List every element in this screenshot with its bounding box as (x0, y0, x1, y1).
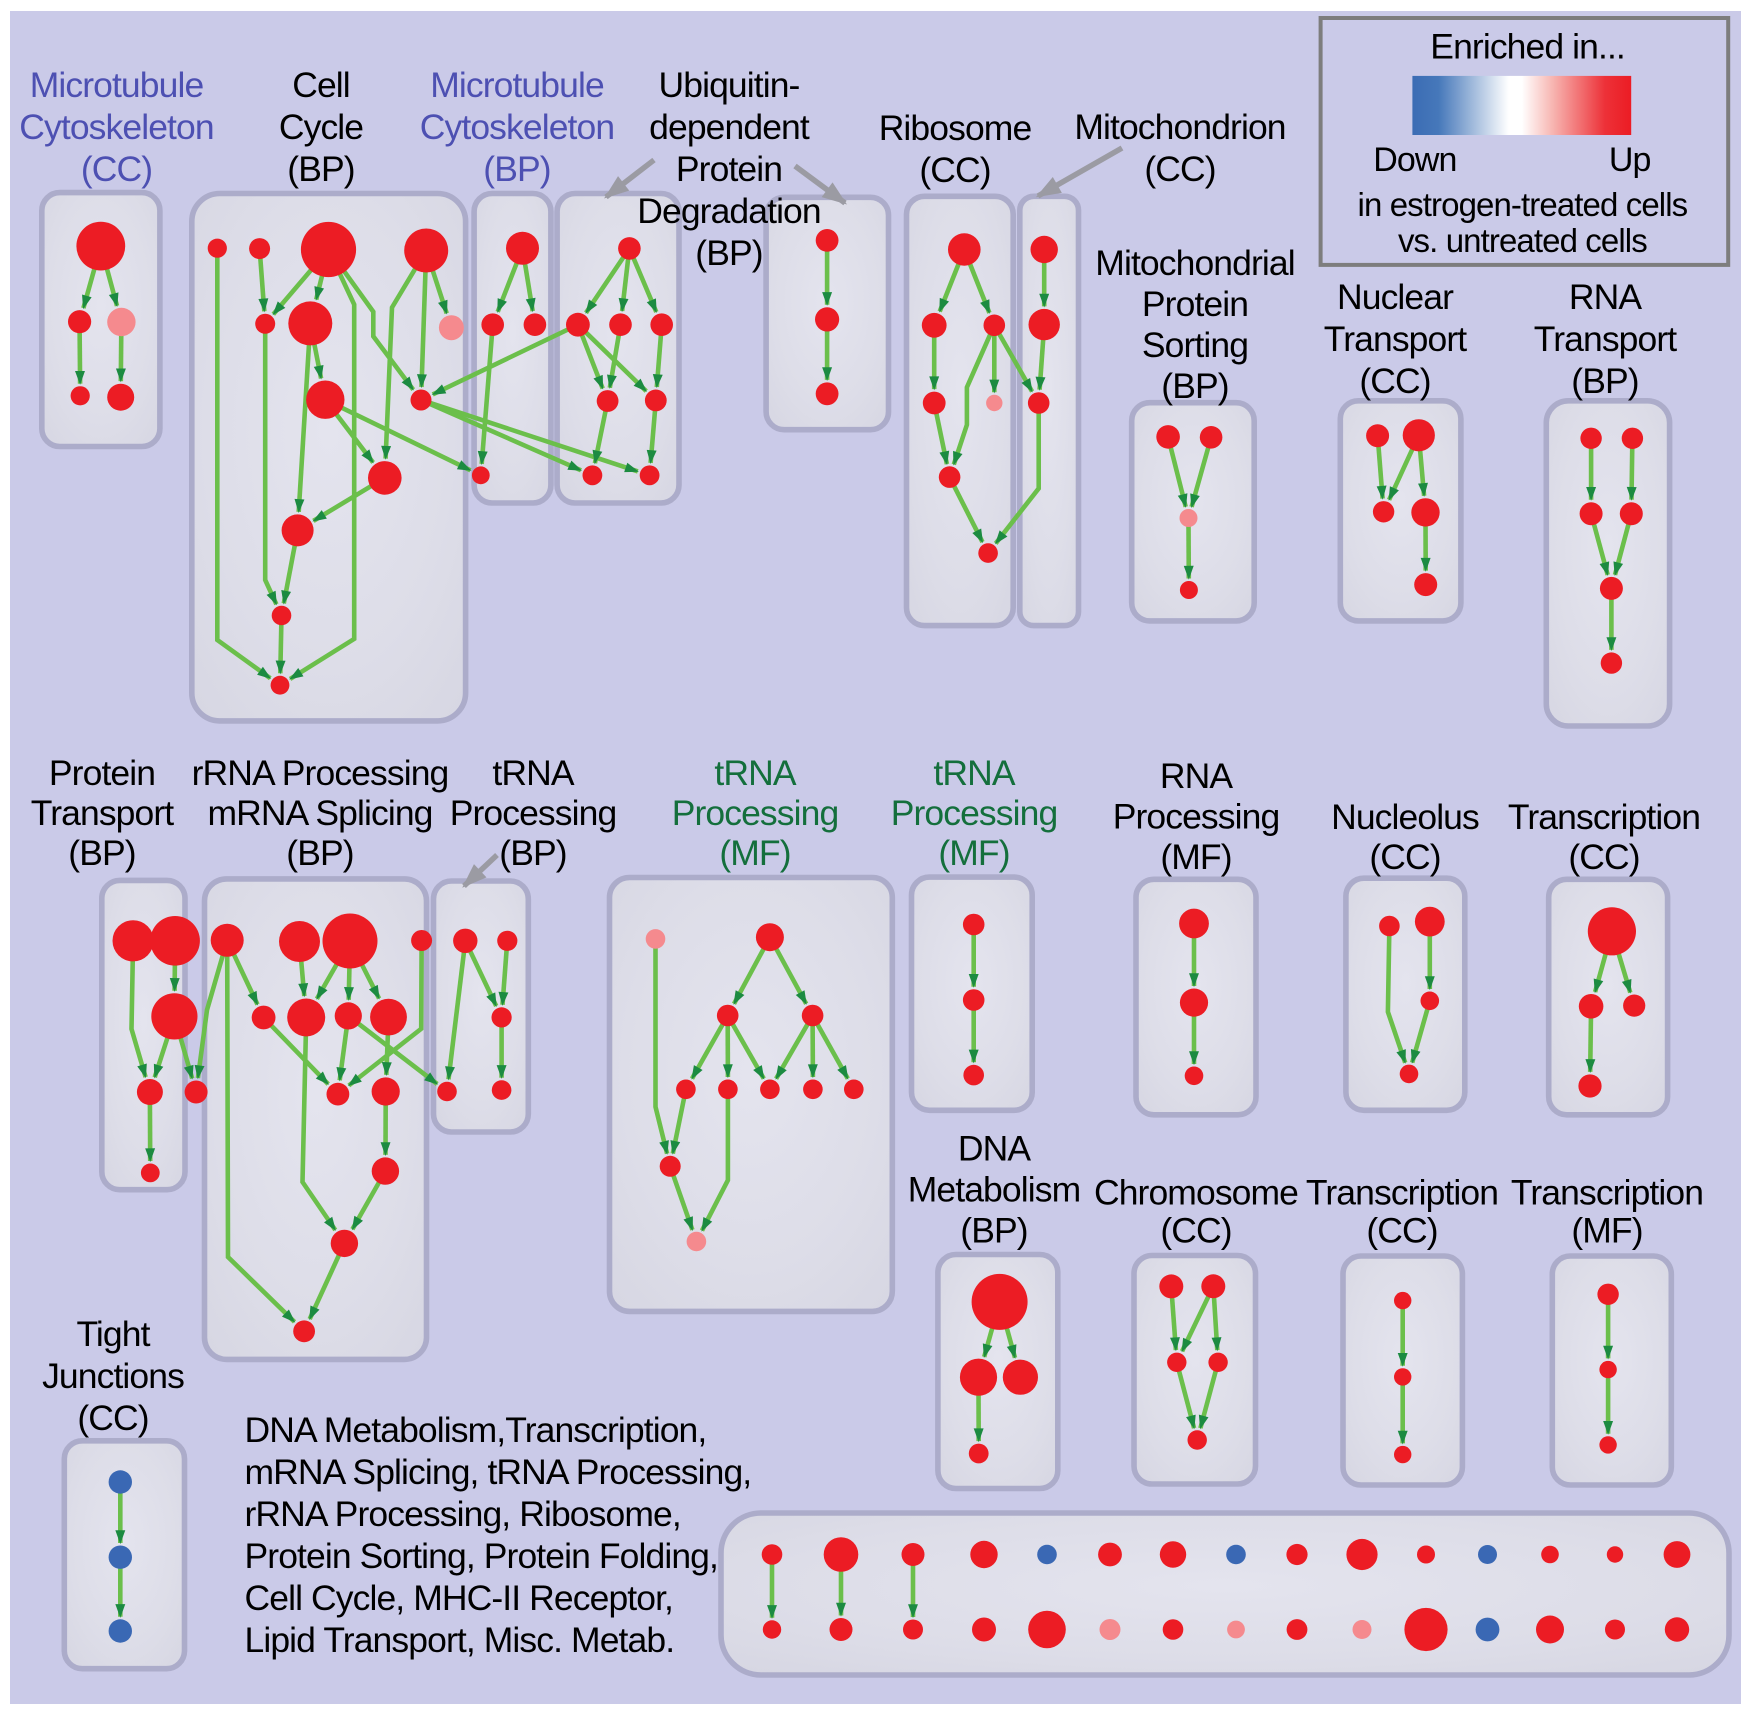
svg-text:Sorting: Sorting (1142, 325, 1248, 365)
svg-text:(CC): (CC) (1160, 1210, 1231, 1250)
svg-text:(BP): (BP) (68, 833, 135, 873)
svg-text:Processing: Processing (450, 793, 617, 833)
svg-text:Cell Cycle, MHC-II Receptor,: Cell Cycle, MHC-II Receptor, (245, 1578, 674, 1618)
svg-text:Nucleolus: Nucleolus (1331, 797, 1479, 837)
svg-text:(BP): (BP) (960, 1211, 1027, 1251)
svg-text:Processing: Processing (891, 793, 1058, 833)
svg-text:Degradation: Degradation (637, 191, 821, 231)
svg-text:(BP): (BP) (286, 833, 353, 873)
svg-text:RNA: RNA (1160, 756, 1233, 796)
svg-text:tRNA: tRNA (492, 753, 574, 793)
svg-text:(MF): (MF) (938, 833, 1009, 873)
svg-text:Cytoskeleton: Cytoskeleton (19, 107, 213, 147)
svg-text:Processing: Processing (672, 793, 839, 833)
svg-text:Cytoskeleton: Cytoskeleton (420, 107, 614, 147)
svg-text:DNA: DNA (958, 1129, 1031, 1169)
svg-text:(BP): (BP) (483, 149, 550, 189)
svg-text:Ribosome: Ribosome (879, 108, 1032, 148)
svg-text:(BP): (BP) (695, 233, 762, 273)
svg-text:(CC): (CC) (1369, 837, 1440, 877)
svg-text:RNA: RNA (1569, 277, 1642, 317)
svg-text:Down: Down (1373, 141, 1456, 179)
svg-text:mRNA Splicing: mRNA Splicing (207, 793, 432, 833)
svg-text:Metabolism: Metabolism (908, 1170, 1081, 1210)
svg-text:(CC): (CC) (1366, 1210, 1437, 1250)
svg-text:(MF): (MF) (1571, 1210, 1642, 1250)
svg-text:(CC): (CC) (81, 149, 152, 189)
svg-text:Mitochondrion: Mitochondrion (1074, 107, 1285, 147)
svg-text:Transcription: Transcription (1306, 1172, 1498, 1212)
svg-text:(BP): (BP) (287, 149, 354, 189)
svg-text:Protein: Protein (49, 753, 155, 793)
svg-text:Processing: Processing (1113, 797, 1280, 837)
svg-text:(CC): (CC) (1359, 361, 1430, 401)
svg-text:Nuclear: Nuclear (1337, 277, 1454, 317)
svg-text:Protein Sorting, Protein Foldi: Protein Sorting, Protein Folding, (245, 1536, 719, 1576)
svg-text:DNA Metabolism,Transcription,: DNA Metabolism,Transcription, (245, 1410, 707, 1450)
svg-text:Cycle: Cycle (279, 107, 363, 147)
svg-text:Transport: Transport (1324, 319, 1468, 359)
svg-text:rRNA Processing, Ribosome,: rRNA Processing, Ribosome, (245, 1494, 681, 1534)
svg-text:Microtubule: Microtubule (30, 65, 204, 105)
svg-text:Transport: Transport (31, 793, 175, 833)
svg-text:Lipid Transport, Misc. Metab.: Lipid Transport, Misc. Metab. (245, 1620, 675, 1660)
svg-text:(MF): (MF) (719, 833, 790, 873)
svg-text:Tight: Tight (76, 1314, 150, 1354)
svg-text:tRNA: tRNA (714, 753, 796, 793)
svg-text:in estrogen-treated cells: in estrogen-treated cells (1358, 186, 1688, 223)
svg-text:Junctions: Junctions (42, 1356, 184, 1396)
svg-text:(BP): (BP) (1161, 366, 1228, 406)
svg-text:(CC): (CC) (1568, 837, 1639, 877)
svg-text:Enriched in...: Enriched in... (1430, 26, 1625, 66)
svg-text:(BP): (BP) (1571, 361, 1638, 401)
svg-text:tRNA: tRNA (933, 753, 1015, 793)
svg-text:Cell: Cell (292, 65, 350, 105)
svg-text:vs. untreated cells: vs. untreated cells (1398, 222, 1647, 259)
svg-text:(CC): (CC) (77, 1398, 148, 1438)
svg-text:Up: Up (1609, 141, 1651, 179)
svg-text:Transcription: Transcription (1511, 1172, 1703, 1212)
svg-text:Transport: Transport (1534, 319, 1678, 359)
svg-text:rRNA Processing: rRNA Processing (192, 753, 449, 793)
svg-text:Protein: Protein (1142, 284, 1248, 324)
svg-text:Ubiquitin-: Ubiquitin- (659, 65, 800, 105)
svg-text:Microtubule: Microtubule (430, 65, 604, 105)
svg-text:(BP): (BP) (499, 833, 566, 873)
svg-text:(MF): (MF) (1160, 837, 1231, 877)
svg-text:Chromosome: Chromosome (1094, 1172, 1298, 1212)
svg-text:(CC): (CC) (919, 150, 990, 190)
svg-text:Transcription: Transcription (1508, 797, 1700, 837)
svg-text:Mitochondrial: Mitochondrial (1095, 243, 1294, 283)
svg-text:mRNA Splicing, tRNA Processing: mRNA Splicing, tRNA Processing, (245, 1452, 752, 1492)
svg-text:Protein: Protein (676, 149, 782, 189)
svg-text:(CC): (CC) (1144, 149, 1215, 189)
svg-text:dependent: dependent (649, 107, 810, 147)
